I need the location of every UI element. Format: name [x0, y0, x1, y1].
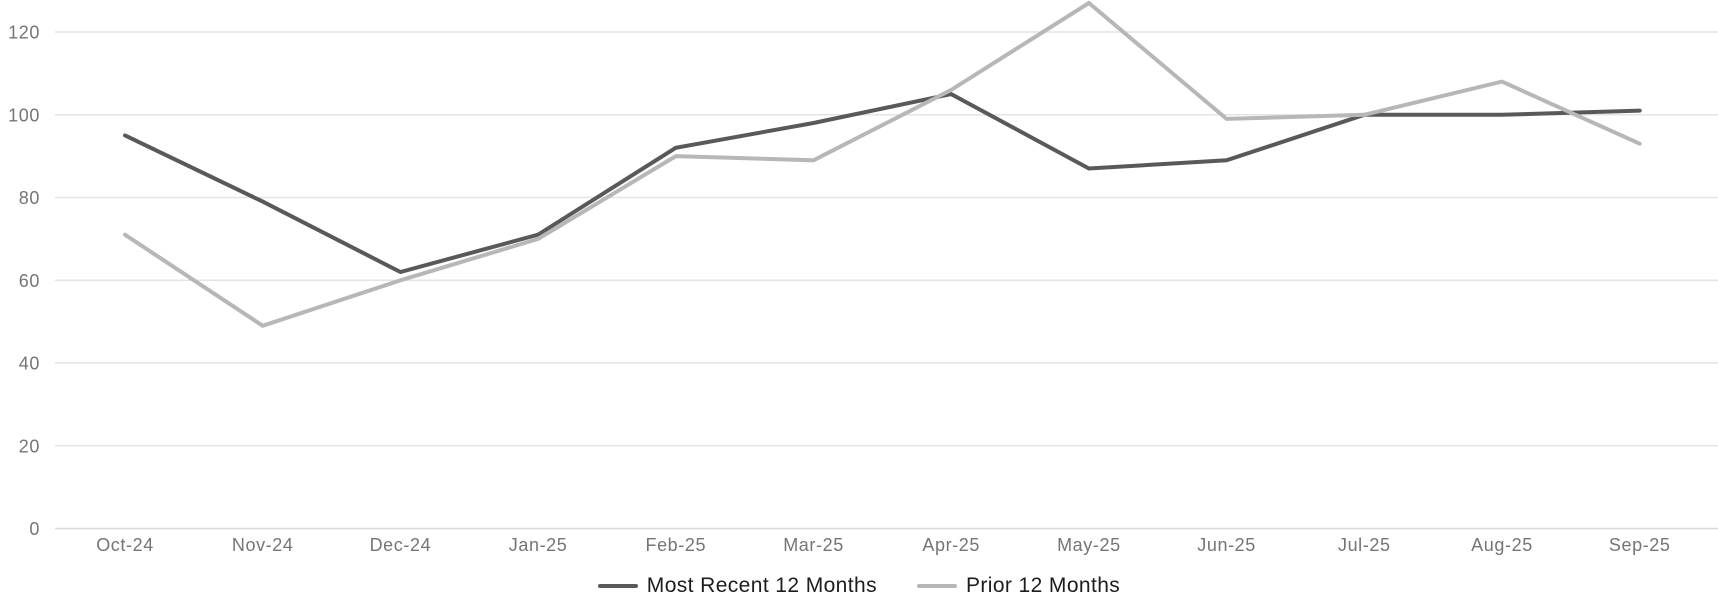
plot-area: 0 20 40 60 80 100 120 Oct-24 Nov-24 Dec-24 Jan-25 F… — [8, 0, 1718, 555]
legend-item-most-recent: Most Recent 12 Months — [597, 574, 877, 598]
x-tick-label: Apr-25 — [922, 535, 980, 555]
x-tick-label: Dec-24 — [370, 535, 432, 555]
y-tick-label: 120 — [8, 23, 40, 43]
x-tick-label: Jun-25 — [1197, 535, 1256, 555]
x-tick-label: Oct-24 — [96, 535, 154, 555]
legend-label-prior: Prior 12 Months — [965, 574, 1121, 597]
legend-swatch-prior — [916, 584, 957, 588]
x-tick-label: May-25 — [1057, 535, 1121, 555]
x-tick-label: Aug-25 — [1471, 535, 1533, 555]
x-tick-label: Jul-25 — [1338, 535, 1391, 555]
y-tick-label: 80 — [19, 188, 40, 208]
y-tick-label: 100 — [8, 105, 40, 125]
x-tick-label: Jan-25 — [509, 535, 568, 555]
x-tick-label: Mar-25 — [783, 535, 844, 555]
y-tick-label: 20 — [19, 436, 40, 456]
y-tick-label: 60 — [19, 271, 40, 291]
y-tick-label: 40 — [19, 354, 40, 374]
legend-item-prior: Prior 12 Months — [916, 574, 1121, 598]
x-tick-label: Nov-24 — [232, 535, 294, 555]
series-line-most-recent-12-months — [123, 91, 1642, 275]
x-tick-label: Sep-25 — [1609, 535, 1671, 555]
y-tick-label: 0 — [29, 519, 40, 539]
legend-label-most-recent: Most Recent 12 Months — [646, 574, 877, 597]
x-tick-label: Feb-25 — [645, 535, 706, 555]
chart-legend: Most Recent 12 Months Prior 12 Months — [0, 574, 1718, 598]
legend-swatch-most-recent — [597, 584, 638, 588]
series-line-prior-12-months — [123, 0, 1642, 329]
